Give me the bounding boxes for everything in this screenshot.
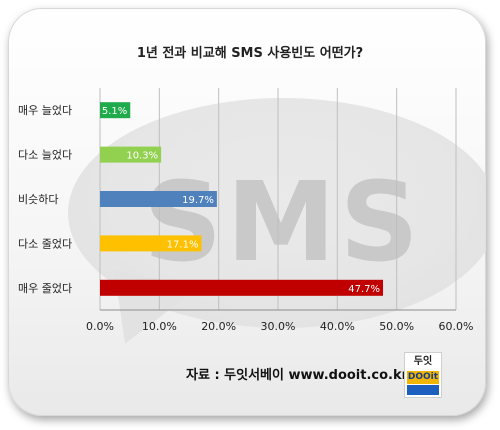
- dooit-logo: 두잇 DOOit: [404, 352, 442, 398]
- category-label: 매우 줄었다: [18, 282, 72, 295]
- chart-title: 1년 전과 비교해 SMS 사용빈도 어떤가?: [136, 46, 364, 61]
- data-label: 19.7%: [182, 195, 214, 206]
- category-label: 매우 늘었다: [18, 104, 72, 117]
- data-label: 17.1%: [167, 239, 199, 250]
- logo-stripe: [407, 385, 439, 395]
- logo-top-text: 두잇: [413, 356, 433, 367]
- x-tick-label: 0.0%: [86, 320, 114, 333]
- category-label: 비슷하다: [18, 192, 58, 206]
- bar: [100, 279, 384, 296]
- category-label: 다소 늘었다: [18, 149, 72, 162]
- watermark-text: SMS: [143, 158, 423, 286]
- data-label: 5.1%: [102, 106, 127, 117]
- x-tick-label: 10.0%: [142, 320, 177, 333]
- data-label: 47.7%: [348, 284, 380, 295]
- bar: [100, 146, 162, 163]
- bar: [100, 235, 202, 252]
- data-label: 10.3%: [126, 151, 158, 162]
- x-tick-label: 30.0%: [261, 320, 296, 333]
- x-tick-label: 50.0%: [379, 320, 414, 333]
- logo-bar: [407, 371, 439, 384]
- x-tick-label: 60.0%: [439, 320, 474, 333]
- x-tick-label: 40.0%: [320, 320, 355, 333]
- source-credit: 자료 : 두잇서베이 www.dooit.co.kr: [186, 368, 409, 383]
- bar: [100, 191, 217, 207]
- category-label: 다소 줄었다: [18, 237, 72, 250]
- x-tick-label: 20.0%: [201, 320, 236, 333]
- chart-frame: SMS: [8, 8, 486, 416]
- bar: [100, 102, 131, 119]
- logo-middle-text: DOOit: [407, 372, 439, 382]
